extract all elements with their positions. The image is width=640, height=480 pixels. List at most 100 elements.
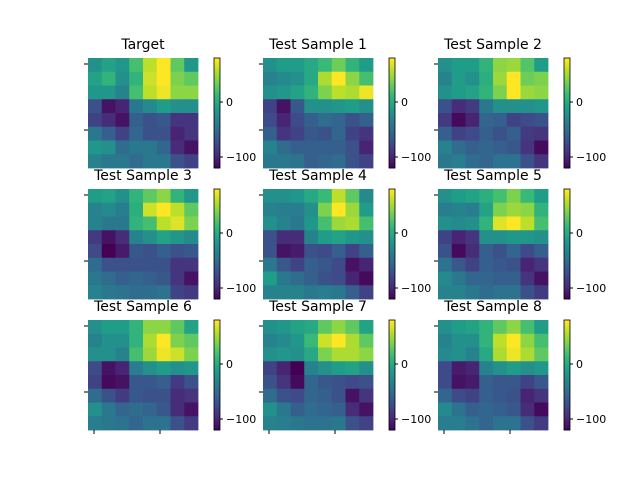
colorbar-segment: [564, 157, 570, 160]
heatmap-cell: [331, 285, 346, 300]
heatmap-cell: [438, 113, 453, 128]
heatmap-cell: [493, 347, 508, 362]
heatmap-cell: [115, 202, 130, 217]
colorbar-segment: [214, 332, 220, 336]
heatmap-cell: [156, 320, 171, 335]
colorbar-segment: [389, 65, 395, 68]
colorbar-segment: [214, 398, 220, 402]
colorbar-tick-label: 0: [226, 227, 233, 240]
heatmap-cell: [465, 285, 480, 300]
heatmap-cell: [143, 285, 158, 300]
colorbar-segment: [389, 220, 395, 223]
heatmap-cell: [534, 361, 549, 376]
heatmap-cell: [479, 154, 494, 169]
panel-title: Test Sample 6: [93, 299, 192, 315]
heatmap-cell: [534, 230, 549, 245]
colorbar-segment: [389, 196, 395, 199]
heatmap-cell: [170, 244, 185, 259]
heatmap-cell: [115, 361, 130, 376]
colorbar-segment: [564, 80, 570, 83]
heatmap-cell: [331, 71, 346, 86]
colorbar-segment: [214, 389, 220, 392]
heatmap-cell: [129, 244, 144, 259]
colorbar-segment: [564, 297, 570, 300]
colorbar-segment: [214, 146, 220, 149]
heatmap-cell: [88, 85, 103, 100]
colorbar-segment: [564, 59, 570, 63]
heatmap-cell: [101, 244, 116, 259]
heatmap-cell: [156, 113, 171, 128]
heatmap-cell: [331, 375, 346, 390]
heatmap-cell: [345, 99, 360, 114]
heatmap-cell: [156, 388, 171, 403]
heatmap-cell: [143, 402, 158, 417]
colorbar-segment: [389, 127, 395, 130]
colorbar-segment: [214, 258, 220, 261]
colorbar-segment: [389, 120, 395, 123]
heatmap-cell: [143, 230, 158, 245]
colorbar-segment: [389, 166, 395, 169]
colorbar-tick-label: 0: [401, 227, 408, 240]
colorbar-segment: [214, 286, 220, 289]
heatmap-cell: [506, 257, 521, 272]
heatmap-cell: [465, 113, 480, 128]
colorbar-segment: [214, 327, 220, 330]
colorbar-segment: [389, 255, 395, 258]
heatmap-cell: [156, 257, 171, 272]
heatmap-cell: [345, 85, 360, 100]
colorbar-segment: [389, 413, 395, 416]
colorbar-segment: [564, 356, 570, 359]
colorbar-segment: [564, 349, 570, 352]
heatmap-cell: [438, 375, 453, 390]
colorbar-segment: [564, 362, 570, 365]
colorbar-segment: [214, 85, 220, 88]
heatmap-panel: Test Sample 4 0 −100: [259, 168, 431, 300]
colorbar-segment: [214, 102, 220, 105]
heatmap-cell: [465, 58, 480, 73]
colorbar-segment: [214, 293, 220, 296]
colorbar-segment: [214, 124, 220, 127]
colorbar-segment: [389, 96, 395, 99]
heatmap-cell: [479, 99, 494, 114]
heatmap-cell: [534, 320, 549, 335]
colorbar-segment: [564, 338, 570, 341]
colorbar-segment: [389, 397, 395, 400]
colorbar-segment: [389, 338, 395, 341]
colorbar-segment: [564, 419, 570, 422]
colorbar-segment: [564, 220, 570, 223]
heatmap-cell: [345, 189, 360, 204]
heatmap-cell: [156, 202, 171, 217]
colorbar-segment: [214, 365, 220, 369]
colorbar-segment: [389, 280, 395, 283]
colorbar-segment: [214, 67, 220, 70]
colorbar-segment: [389, 284, 395, 287]
heatmap-cell: [534, 416, 549, 431]
colorbar-segment: [564, 262, 570, 265]
heatmap-cell: [276, 189, 291, 204]
colorbar-segment: [389, 256, 395, 260]
heatmap-cell: [170, 99, 185, 114]
heatmap-cell: [263, 99, 278, 114]
colorbar-segment: [389, 353, 395, 356]
colorbar-segment: [389, 400, 395, 403]
heatmap-cell: [438, 216, 453, 231]
heatmap-cell: [493, 320, 508, 335]
colorbar-segment: [214, 140, 220, 143]
heatmap-cell: [438, 271, 453, 286]
heatmap-cell: [506, 140, 521, 155]
heatmap-cell: [170, 140, 185, 155]
colorbar-segment: [564, 70, 570, 74]
heatmap-cell: [493, 216, 508, 231]
heatmap-cell: [170, 202, 185, 217]
heatmap-cell: [479, 402, 494, 417]
heatmap-cell: [493, 58, 508, 73]
heatmap-cell: [479, 347, 494, 362]
colorbar-segment: [389, 87, 395, 90]
colorbar-segment: [389, 63, 395, 66]
heatmap-cell: [170, 230, 185, 245]
colorbar-segment: [564, 367, 570, 370]
heatmap-cell: [115, 388, 130, 403]
heatmap-cell: [156, 333, 171, 348]
heatmap-cell: [184, 140, 199, 155]
heatmap-cell: [115, 71, 130, 86]
